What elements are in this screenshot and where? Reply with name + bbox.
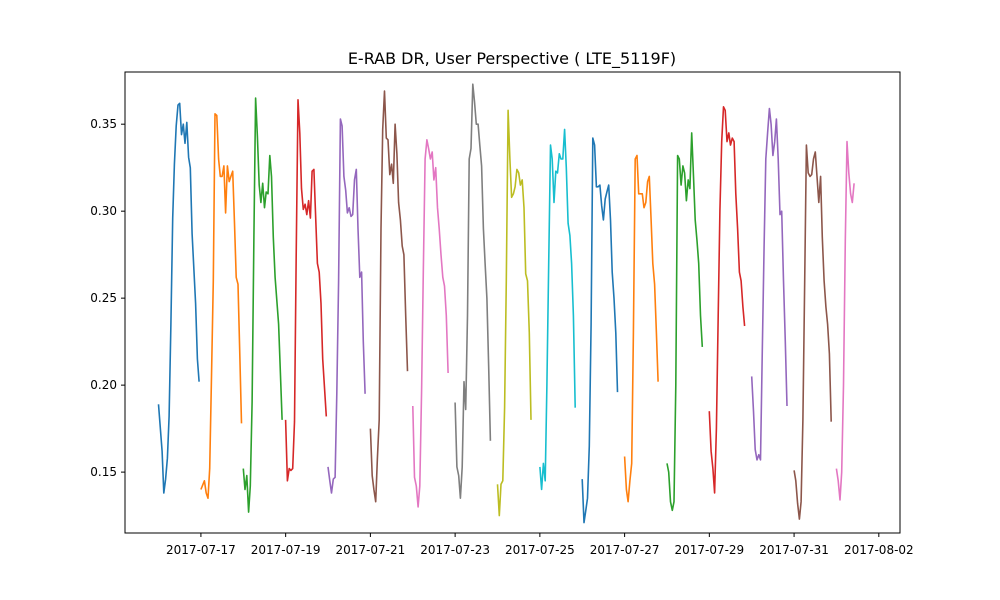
series-line-16 <box>793 144 832 520</box>
y-tick-label: 0.30 <box>90 204 117 218</box>
x-tick-label: 2017-08-02 <box>844 543 914 557</box>
series-line-8 <box>454 83 492 500</box>
series-line-13 <box>666 132 704 512</box>
series-line-15 <box>750 107 788 461</box>
series-layer <box>157 83 855 524</box>
x-tick-label: 2017-07-27 <box>590 543 660 557</box>
series-line-5 <box>327 118 366 494</box>
x-tick-label: 2017-07-25 <box>505 543 575 557</box>
x-tick-label: 2017-07-21 <box>336 543 406 557</box>
plot-frame <box>124 71 901 534</box>
series-line-7 <box>412 139 449 508</box>
series-line-2 <box>200 113 243 500</box>
series-line-14 <box>708 106 746 494</box>
x-tick-label: 2017-07-31 <box>759 543 829 557</box>
x-tick-label: 2017-07-19 <box>251 543 321 557</box>
y-tick-label: 0.35 <box>90 117 117 131</box>
y-tick-label: 0.20 <box>90 378 117 392</box>
series-line-9 <box>496 109 532 517</box>
series-line-6 <box>369 90 409 503</box>
axes-layer: 2017-07-17 2017-07-19 2017-07-21 2017-07-23… <box>90 117 913 557</box>
series-line-4 <box>284 99 328 482</box>
y-tick-label: 0.25 <box>90 291 117 305</box>
series-line-11 <box>581 137 619 524</box>
series-line-12 <box>623 154 659 503</box>
x-tick-label: 2017-07-23 <box>420 543 490 557</box>
x-tick-label: 2017-07-29 <box>674 543 744 557</box>
x-tick-label: 2017-07-17 <box>166 543 236 557</box>
series-line-10 <box>539 128 576 491</box>
series-line-1 <box>157 102 200 494</box>
chart-title: E-RAB DR, User Perspective ( LTE_5119F) <box>348 49 676 69</box>
y-tick-label: 0.15 <box>90 465 117 479</box>
series-line-3 <box>242 97 283 513</box>
series-line-17 <box>835 140 855 501</box>
